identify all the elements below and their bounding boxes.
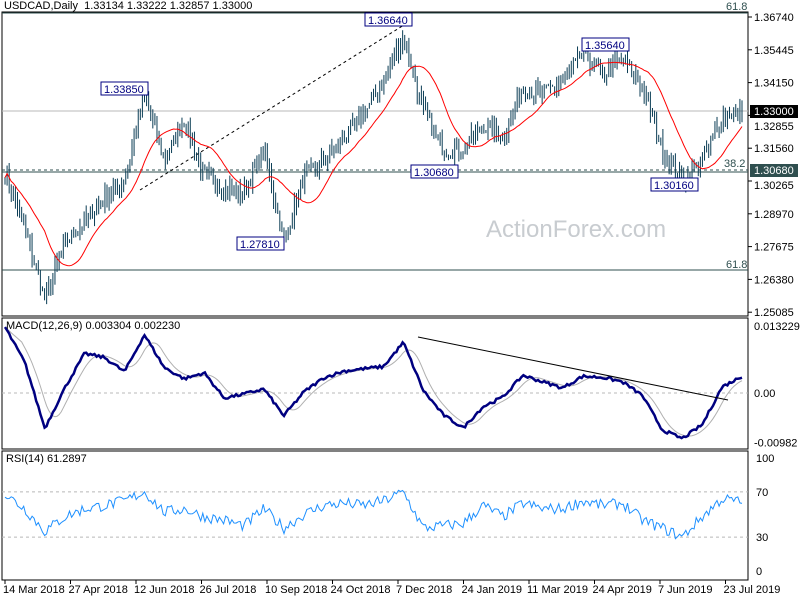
fib-label-mid: 38.2 bbox=[724, 158, 745, 170]
y-tick-label: 1.30265 bbox=[754, 180, 794, 192]
macd-y-tick-label: 0.00 bbox=[754, 388, 775, 400]
y-tick-label: 1.35445 bbox=[754, 45, 794, 57]
x-tick-label: 24 Apr 2019 bbox=[593, 584, 652, 596]
y-tick-label: 1.32855 bbox=[754, 121, 794, 133]
y-tick-label: 1.27675 bbox=[754, 242, 794, 254]
x-tick-label: 24 Oct 2018 bbox=[331, 584, 391, 596]
x-tick-label: 7 Jun 2019 bbox=[658, 584, 712, 596]
current-price-tag bbox=[750, 105, 798, 118]
macd-trendline bbox=[417, 336, 729, 401]
symbol-label: USDCAD,Daily bbox=[4, 0, 78, 12]
level-price-tag bbox=[750, 164, 798, 177]
x-tick-label: 11 Mar 2019 bbox=[527, 584, 588, 596]
ohlc-readout: 1.33134 1.33222 1.32857 1.33000 bbox=[84, 0, 253, 12]
panel-border-0 bbox=[1, 11, 749, 317]
chart-header: USDCAD,Daily 1.33134 1.33222 1.32857 1.3… bbox=[4, 0, 252, 12]
current-price-label: 1.33000 bbox=[754, 106, 794, 118]
annotation-box bbox=[581, 37, 630, 52]
x-tick-label: 27 Apr 2018 bbox=[69, 584, 128, 596]
y-tick-label: 1.28970 bbox=[754, 209, 794, 221]
x-tick-label: 10 Sep 2018 bbox=[265, 584, 327, 596]
y-tick-label: 1.36740 bbox=[754, 12, 794, 24]
macd-title: MACD(12,26,9) 0.003304 0.002230 bbox=[6, 320, 181, 332]
annotation-box bbox=[236, 236, 285, 251]
x-tick-label: 12 Jun 2018 bbox=[134, 584, 195, 596]
annotation-box bbox=[650, 177, 699, 192]
rsi-y-tick-label: 0 bbox=[756, 566, 762, 578]
y-tick-label: 1.25085 bbox=[754, 307, 794, 319]
x-tick-label: 14 Mar 2018 bbox=[3, 584, 65, 596]
level-price-label: 1.30680 bbox=[754, 165, 794, 177]
rsi-y-tick-label: 30 bbox=[756, 532, 768, 544]
macd-y-tick-label: 0.013229 bbox=[754, 321, 800, 333]
panel-border-2 bbox=[1, 450, 749, 581]
macd-line bbox=[3, 326, 743, 440]
fib-label-bottom: 61.8 bbox=[726, 259, 747, 271]
watermark: ActionForex.com bbox=[486, 216, 667, 243]
annotation-label: 1.27810 bbox=[240, 239, 280, 251]
macd-y-tick-label: -0.00982 bbox=[754, 438, 797, 450]
fib-label-top: 61.8 bbox=[726, 1, 747, 13]
annotation-label: 1.35640 bbox=[585, 40, 625, 52]
y-tick-label: 1.31560 bbox=[754, 143, 794, 155]
rsi-title: RSI(14) 61.2897 bbox=[6, 453, 87, 465]
rsi-y-tick-label: 70 bbox=[756, 487, 768, 499]
annotation-label: 1.33850 bbox=[104, 84, 144, 96]
x-tick-label: 26 Jul 2018 bbox=[200, 584, 257, 596]
annotation-box bbox=[410, 164, 459, 179]
rsi-y-tick-label: 100 bbox=[756, 453, 774, 465]
moving-average-line bbox=[4, 61, 743, 267]
rsi-line bbox=[4, 489, 743, 540]
x-tick-label: 7 Dec 2018 bbox=[396, 584, 452, 596]
macd-signal-line bbox=[4, 326, 743, 437]
annotation-box bbox=[100, 81, 149, 96]
annotation-box bbox=[364, 12, 413, 27]
panel-border-1 bbox=[1, 317, 749, 450]
x-tick-label: 24 Jan 2019 bbox=[462, 584, 523, 596]
annotation-label: 1.30160 bbox=[654, 180, 694, 192]
y-tick-label: 1.34150 bbox=[754, 78, 794, 90]
x-tick-label: 23 Jul 2019 bbox=[724, 584, 781, 596]
y-tick-label: 1.26380 bbox=[754, 274, 794, 286]
annotation-label: 1.30680 bbox=[414, 167, 454, 179]
annotation-label: 1.36640 bbox=[368, 15, 408, 27]
